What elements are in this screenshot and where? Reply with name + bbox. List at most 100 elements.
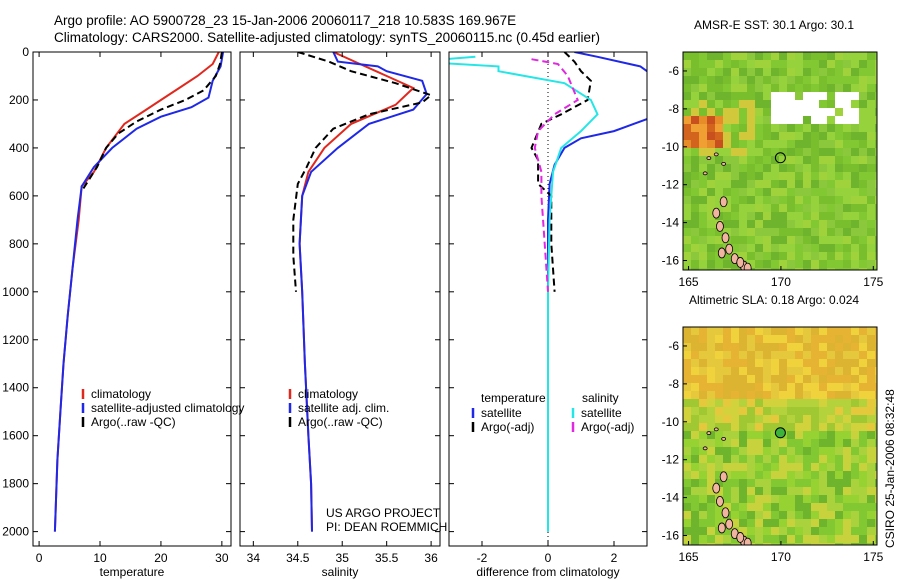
map-cell: [851, 100, 860, 109]
map-cell: [715, 228, 724, 237]
map-cell: [811, 415, 820, 424]
map-cell: [867, 228, 876, 237]
map-cell: [771, 431, 780, 440]
map-cell: [731, 132, 740, 141]
map-cell: [699, 543, 708, 545]
map-cell: [707, 212, 716, 221]
map-cell: [843, 527, 852, 536]
map-cell: [739, 383, 748, 392]
map-cell: [779, 132, 788, 141]
map-cell: [707, 172, 716, 181]
map-cell: [691, 124, 700, 133]
map-cell: [739, 391, 748, 400]
map-cell: [795, 511, 804, 520]
island: [706, 431, 712, 436]
map-cell: [843, 479, 852, 488]
map-cell: [691, 327, 700, 336]
map-cell: [683, 415, 692, 424]
map-cell: [747, 479, 756, 488]
map-cell: [779, 487, 788, 496]
map-cell: [867, 399, 876, 408]
map-cell: [787, 84, 796, 93]
map-cell: [859, 196, 868, 205]
map-cell: [795, 164, 804, 173]
map-cell: [875, 52, 877, 61]
map-cell: [867, 132, 876, 141]
map-cell: [739, 399, 748, 408]
map-cell: [771, 351, 780, 360]
map-cell: [851, 527, 860, 536]
map-cell: [811, 116, 820, 125]
map-cell: [771, 84, 780, 93]
map-cell: [771, 196, 780, 205]
map-cell: [835, 188, 844, 197]
y-tick-label: 1400: [2, 381, 29, 395]
map-cell: [851, 431, 860, 440]
map-cell: [827, 359, 836, 368]
map-cell: [755, 503, 764, 512]
map-cell: [859, 535, 868, 544]
island: [719, 471, 728, 483]
map-cell: [755, 124, 764, 133]
map-cell: [843, 471, 852, 480]
map-cell: [875, 60, 877, 69]
map-cell: [827, 431, 836, 440]
map-cell: [771, 164, 780, 173]
map-cell: [787, 415, 796, 424]
map-cell: [851, 375, 860, 384]
map-cell: [731, 407, 740, 416]
island: [702, 171, 708, 176]
island: [713, 152, 719, 157]
map-cell: [827, 116, 836, 125]
map-cell: [795, 60, 804, 69]
map-cell: [787, 148, 796, 157]
map-cell: [787, 511, 796, 520]
map-cell: [787, 172, 796, 181]
map-cell: [779, 244, 788, 253]
map-cell: [843, 367, 852, 376]
map-cell: [835, 124, 844, 133]
map-cell: [723, 487, 732, 496]
map-cell: [843, 52, 852, 61]
map-cell: [771, 188, 780, 197]
map-cell: [723, 335, 732, 344]
map-cell: [691, 471, 700, 480]
map-cell: [835, 543, 844, 545]
map-cell: [835, 268, 844, 270]
map-cell: [771, 156, 780, 165]
map-cell: [699, 236, 708, 245]
map-cell: [819, 100, 828, 109]
map-cell: [707, 519, 716, 528]
map-cell: [771, 391, 780, 400]
map-cell: [859, 268, 868, 270]
map-cell: [771, 100, 780, 109]
map-cell: [803, 367, 812, 376]
map-cell: [771, 108, 780, 117]
map-cell: [763, 132, 772, 141]
map-cell: [771, 268, 780, 270]
map-cell: [795, 156, 804, 165]
map-cell: [683, 204, 692, 213]
map-cell: [827, 180, 836, 189]
map-cell: [843, 407, 852, 416]
map-cell: [747, 108, 756, 117]
map-cell: [779, 196, 788, 205]
map-cell: [747, 228, 756, 237]
map-cell: [707, 423, 716, 432]
map-cell: [875, 511, 877, 520]
map-cell: [723, 108, 732, 117]
map-cell: [875, 100, 877, 109]
map-cell: [875, 343, 877, 352]
map-cell: [707, 503, 716, 512]
map-cell: [843, 172, 852, 181]
map-cell: [827, 407, 836, 416]
map-cell: [731, 479, 740, 488]
map-cell: [851, 391, 860, 400]
map-cell: [699, 343, 708, 352]
map-cell: [787, 455, 796, 464]
map-cell: [739, 375, 748, 384]
map-cell: [819, 228, 828, 237]
map-cell: [843, 511, 852, 520]
map-cell: [843, 140, 852, 149]
map-cell: [715, 543, 724, 545]
